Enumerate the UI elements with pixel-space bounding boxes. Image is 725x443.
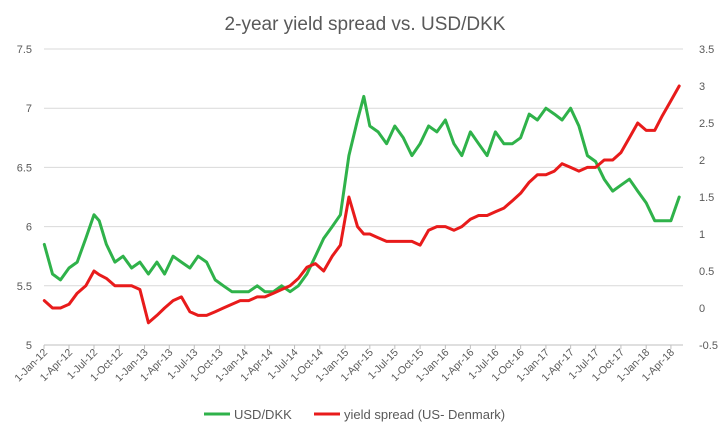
y-right-tick-label: 3.5 xyxy=(699,44,714,56)
legend-label: yield spread (US- Denmark) xyxy=(344,407,505,422)
y-right-tick-label: -0.5 xyxy=(699,340,718,352)
series-line-usd-dkk xyxy=(42,94,681,294)
y-right-tick-label: 1 xyxy=(699,229,705,241)
legend-label: USD/DKK xyxy=(234,407,292,422)
y-right-tick-label: 2.5 xyxy=(699,118,714,130)
y-axis-left: 5 5.5 6 6.5 7 7.5 xyxy=(17,44,32,352)
y-right-tick-label: 3 xyxy=(699,81,705,93)
legend: USD/DKK yield spread (US- Denmark) xyxy=(204,407,505,422)
y-left-tick-label: 5 xyxy=(26,340,32,352)
x-axis: 1-Jan-121-Apr-121-Jul-121-Oct-121-Jan-13… xyxy=(12,344,683,384)
series-group xyxy=(42,84,681,325)
y-left-tick-label: 7 xyxy=(26,103,32,115)
grid-lines xyxy=(44,48,683,346)
y-right-tick-label: 2 xyxy=(699,155,705,167)
y-left-tick-label: 6 xyxy=(26,222,32,234)
chart-title: 2-year yield spread vs. USD/DKK xyxy=(225,14,506,35)
y-left-tick-label: 6.5 xyxy=(17,162,32,174)
y-axis-right: -0.5 0 0.5 1 1.5 2 2.5 3 3.5 xyxy=(699,44,718,352)
series-line-yield-spread xyxy=(42,84,681,325)
y-left-tick-label: 5.5 xyxy=(17,281,32,293)
y-right-tick-label: 0 xyxy=(699,303,705,315)
y-right-tick-label: 1.5 xyxy=(699,192,714,204)
y-right-tick-label: 0.5 xyxy=(699,266,714,278)
y-left-tick-label: 7.5 xyxy=(17,44,32,56)
